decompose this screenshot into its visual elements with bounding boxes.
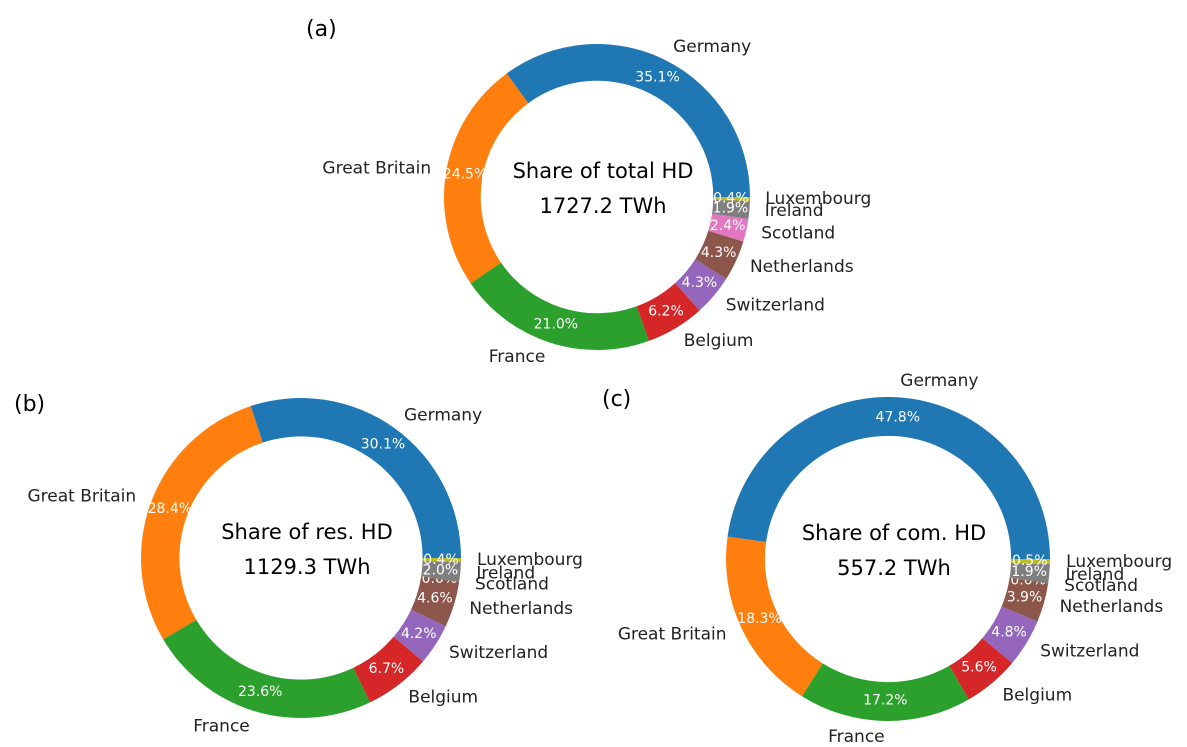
value-label: 4.3% bbox=[682, 275, 718, 291]
slice-label: Luxembourg bbox=[477, 550, 583, 570]
slice-label: Great Britain bbox=[27, 486, 136, 506]
slice-label: Great Britain bbox=[618, 624, 727, 644]
center-text: Share of total HD bbox=[513, 159, 694, 183]
value-label: 21.0% bbox=[534, 316, 578, 332]
slice-label: Switzerland bbox=[449, 643, 548, 663]
value-label: 4.6% bbox=[417, 591, 453, 607]
slice bbox=[163, 619, 371, 719]
value-label: 0.4% bbox=[713, 191, 749, 207]
value-label: 30.1% bbox=[361, 436, 405, 452]
slice bbox=[713, 197, 750, 201]
center-text: 557.2 TWh bbox=[837, 556, 951, 580]
slice bbox=[727, 396, 1050, 559]
slice bbox=[1009, 562, 1050, 584]
slice bbox=[982, 606, 1038, 664]
slice-label: Belgium bbox=[1002, 686, 1072, 706]
slice bbox=[393, 609, 446, 662]
value-label: 3.9% bbox=[1007, 589, 1043, 605]
slice-label: Germany bbox=[404, 405, 482, 425]
slice bbox=[1011, 559, 1050, 565]
slice bbox=[250, 398, 461, 558]
slice-label: Germany bbox=[900, 371, 978, 391]
slice-label: Switzerland bbox=[726, 295, 825, 315]
value-label: 5.6% bbox=[961, 660, 997, 676]
slice-label: Ireland bbox=[1065, 565, 1124, 585]
value-label: 4.3% bbox=[701, 245, 737, 261]
slice-label: Netherlands bbox=[469, 599, 573, 619]
panel-label: (b) bbox=[14, 392, 45, 417]
value-label: 24.5% bbox=[443, 166, 487, 182]
value-label: 2.0% bbox=[423, 562, 459, 578]
slice-label: Netherlands bbox=[1060, 597, 1164, 617]
value-label: 2.4% bbox=[710, 218, 746, 234]
slice bbox=[140, 406, 263, 640]
value-label: 18.3% bbox=[737, 611, 781, 627]
slice bbox=[506, 43, 750, 197]
center-text: Share of res. HD bbox=[221, 520, 393, 544]
slice bbox=[411, 576, 460, 627]
slice-label: Great Britain bbox=[322, 159, 431, 179]
slice-label: Belgium bbox=[408, 687, 478, 707]
value-label: 28.4% bbox=[148, 501, 192, 517]
value-label: 6.7% bbox=[369, 661, 405, 677]
slice-label: Scotland bbox=[761, 224, 835, 244]
value-label: 0.5% bbox=[1012, 553, 1048, 569]
slice bbox=[444, 73, 529, 284]
slice-label: Luxembourg bbox=[1066, 552, 1172, 572]
slice-label: Ireland bbox=[476, 563, 535, 583]
slice-label: Scotland bbox=[1064, 576, 1138, 596]
slice bbox=[353, 636, 423, 703]
slice bbox=[636, 283, 700, 341]
slice bbox=[725, 536, 823, 697]
value-label: 6.2% bbox=[648, 304, 684, 320]
value-label: 4.8% bbox=[991, 625, 1027, 641]
value-label: 35.1% bbox=[635, 70, 679, 86]
slice-label: Belgium bbox=[684, 331, 754, 351]
value-label: 23.6% bbox=[238, 684, 282, 700]
value-label: 1.9% bbox=[1011, 564, 1047, 580]
slice-label: Switzerland bbox=[1040, 642, 1139, 662]
slice bbox=[470, 262, 650, 350]
slice bbox=[1001, 577, 1049, 622]
slice bbox=[708, 213, 749, 242]
slice-label: France bbox=[489, 347, 546, 367]
center-text: 1727.2 TWh bbox=[539, 194, 666, 218]
slice bbox=[802, 663, 969, 722]
slice-label: France bbox=[193, 716, 250, 736]
value-label: 0.4% bbox=[423, 552, 459, 568]
slice-label: France bbox=[828, 727, 885, 747]
slice bbox=[675, 259, 727, 311]
slice bbox=[421, 561, 461, 583]
value-label: 17.2% bbox=[863, 693, 907, 709]
slice-label: Germany bbox=[673, 37, 751, 57]
slice bbox=[949, 638, 1013, 700]
slice bbox=[695, 230, 744, 279]
slice-label: Ireland bbox=[765, 201, 824, 221]
value-label: 47.8% bbox=[876, 410, 920, 426]
slice-label: Scotland bbox=[475, 574, 549, 594]
slice-label: Netherlands bbox=[750, 257, 854, 277]
panel-label: (a) bbox=[306, 17, 337, 42]
value-label: 4.2% bbox=[401, 626, 437, 642]
slice bbox=[712, 199, 750, 220]
center-text: 1129.3 TWh bbox=[243, 555, 370, 579]
slice bbox=[422, 558, 461, 563]
center-text: Share of com. HD bbox=[802, 521, 986, 545]
slice-label: Luxembourg bbox=[765, 189, 871, 209]
value-label: 1.9% bbox=[713, 200, 749, 216]
panel-label: (c) bbox=[602, 387, 631, 412]
